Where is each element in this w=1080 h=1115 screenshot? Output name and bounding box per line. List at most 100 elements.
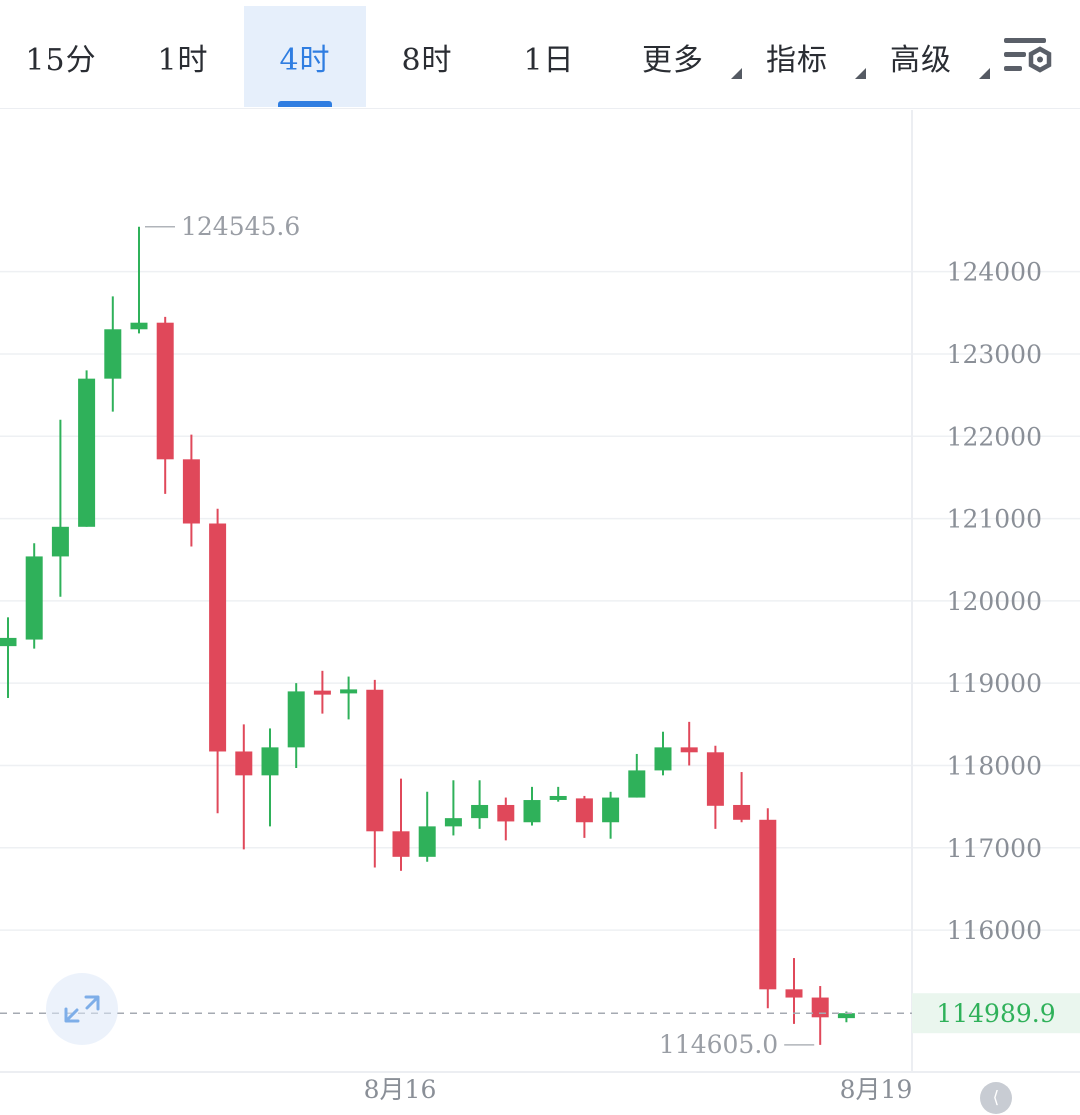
candle	[209, 508, 227, 814]
candle-body	[261, 747, 279, 776]
candle-body	[104, 329, 122, 379]
tab-label: 4时	[279, 42, 331, 78]
candle	[628, 753, 646, 798]
candle	[811, 986, 829, 1045]
y-tick-label: 121000	[947, 505, 1042, 534]
candle-body	[235, 751, 253, 776]
candle	[235, 724, 253, 850]
scroll-to-latest-button[interactable]: ⟨	[980, 1082, 1012, 1114]
candle	[392, 778, 410, 871]
timeframe-toolbar: 15分 1时 4时 8时 1日 更多 指标 高级	[0, 0, 1080, 109]
y-tick-label: 118000	[947, 751, 1042, 780]
candle	[340, 676, 358, 720]
tab-8h[interactable]: 8时	[366, 6, 488, 107]
candle	[78, 370, 96, 527]
candle	[654, 731, 672, 776]
price-axis: 124000 123000 122000 121000 120000 119000 1180…	[947, 258, 1042, 945]
candle-body	[733, 804, 751, 820]
last-price-label: 114989.9	[936, 999, 1055, 1028]
candle	[130, 226, 148, 334]
tab-advanced-dropdown[interactable]: 高级	[866, 6, 990, 107]
candle-body	[811, 997, 829, 1018]
expand-arrows-icon	[64, 995, 100, 1023]
chart-annotations: 114989.9 124545.6 114605.0	[0, 212, 1080, 1059]
candle	[680, 721, 698, 766]
candle-body	[366, 689, 384, 832]
double-chevron-left-icon: ⟨	[992, 1088, 1000, 1108]
candle-body	[680, 747, 698, 753]
candle-body	[392, 831, 410, 857]
high-price-label: 124545.6	[181, 212, 300, 241]
candle	[51, 419, 69, 597]
candle	[287, 683, 305, 768]
active-tab-indicator	[278, 101, 332, 107]
candles	[0, 226, 855, 1045]
dropdown-corner-icon	[731, 68, 742, 79]
candle-body	[156, 322, 174, 460]
candle	[182, 434, 200, 547]
tab-4h[interactable]: 4时	[244, 6, 366, 107]
candle-body	[837, 1013, 855, 1019]
candle	[785, 958, 803, 1024]
candle	[25, 543, 43, 649]
candle-body	[497, 804, 515, 822]
candle	[418, 791, 436, 862]
tab-label: 15分	[25, 42, 97, 78]
candle-body	[209, 523, 227, 752]
y-tick-label: 122000	[947, 422, 1042, 451]
tab-label: 1日	[523, 42, 575, 78]
candle	[523, 786, 541, 826]
y-tick-label: 123000	[947, 340, 1042, 369]
candle	[444, 780, 462, 836]
y-tick-label: 124000	[947, 258, 1042, 287]
candle-body	[78, 378, 96, 527]
y-tick-label: 116000	[947, 916, 1042, 945]
tab-label: 指标	[766, 42, 828, 78]
candle	[706, 745, 724, 829]
candle	[261, 728, 279, 827]
dropdown-corner-icon	[979, 68, 990, 79]
chart-settings-icon	[1004, 38, 1052, 73]
last-price-tag	[912, 993, 1080, 1034]
candle-body	[785, 989, 803, 998]
y-tick-label: 117000	[947, 834, 1042, 863]
candle-body	[628, 770, 646, 798]
candle	[156, 316, 174, 494]
candle	[549, 786, 567, 802]
candle-body	[523, 800, 541, 823]
candle-body	[602, 797, 620, 823]
chart-settings-button[interactable]	[1000, 34, 1056, 80]
candle-body	[25, 556, 43, 640]
tab-1d[interactable]: 1日	[488, 6, 610, 107]
candle	[497, 797, 515, 841]
tab-indicators-dropdown[interactable]: 指标	[742, 6, 866, 107]
candle-body	[287, 691, 305, 748]
fullscreen-expand-button[interactable]	[46, 973, 118, 1045]
tab-more-dropdown[interactable]: 更多	[618, 6, 742, 107]
tab-label: 1时	[157, 42, 209, 78]
candle	[104, 296, 122, 412]
candle-body	[313, 690, 331, 695]
candle	[575, 795, 593, 838]
tab-label: 更多	[642, 42, 704, 78]
candle-body	[418, 826, 436, 857]
candle-body	[51, 526, 69, 557]
candle	[602, 791, 620, 839]
chart-grid	[0, 110, 1080, 1073]
candle-body	[549, 795, 567, 800]
y-tick-label: 119000	[947, 669, 1042, 698]
x-tick-label: 8月19	[840, 1075, 913, 1104]
low-price-label: 114605.0	[659, 1030, 778, 1059]
candle	[313, 670, 331, 714]
candle-body	[575, 798, 593, 823]
tab-1h[interactable]: 1时	[122, 6, 244, 107]
tab-15m[interactable]: 15分	[0, 6, 122, 107]
candle	[759, 808, 777, 1009]
candle-body	[654, 747, 672, 771]
candle	[471, 780, 489, 829]
tab-label: 高级	[890, 42, 952, 78]
candle-body	[706, 752, 724, 806]
time-axis: 8月16 8月19	[364, 1075, 913, 1104]
y-tick-label: 120000	[947, 587, 1042, 616]
